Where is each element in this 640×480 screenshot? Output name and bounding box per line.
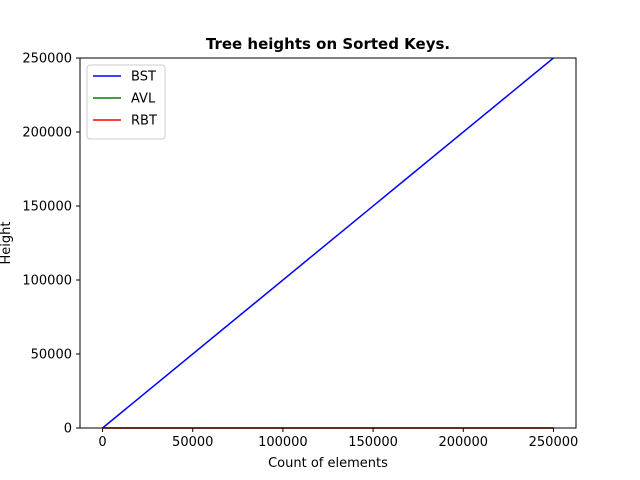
x-tick-label: 0: [98, 435, 106, 450]
legend: BST AVL RBT: [86, 64, 166, 140]
y-axis: 0 50000 100000 150000 200000 250000: [22, 52, 80, 437]
x-tick-label: 50000: [172, 435, 213, 450]
y-tick-label: 100000: [22, 274, 72, 289]
legend-label-rbt: RBT: [131, 114, 157, 129]
y-axis-label: Height: [0, 222, 14, 265]
y-tick-label: 0: [64, 422, 72, 437]
x-axis: 0 50000 100000 150000 200000 250000: [98, 428, 578, 450]
legend-label-avl: AVL: [131, 92, 156, 107]
x-tick-label: 200000: [438, 435, 488, 450]
y-tick-label: 50000: [31, 348, 72, 363]
legend-label-bst: BST: [131, 70, 156, 85]
x-axis-label: Count of elements: [268, 456, 388, 471]
x-tick-label: 250000: [529, 435, 579, 450]
chart-title: Tree heights on Sorted Keys.: [206, 35, 450, 53]
y-tick-label: 250000: [22, 52, 72, 67]
y-tick-label: 150000: [22, 200, 72, 215]
y-tick-label: 200000: [22, 126, 72, 141]
x-tick-label: 150000: [348, 435, 398, 450]
x-tick-label: 100000: [258, 435, 308, 450]
series-line-bst: [102, 57, 554, 429]
plot-frame: [79, 57, 577, 429]
series-layer: [102, 57, 554, 429]
